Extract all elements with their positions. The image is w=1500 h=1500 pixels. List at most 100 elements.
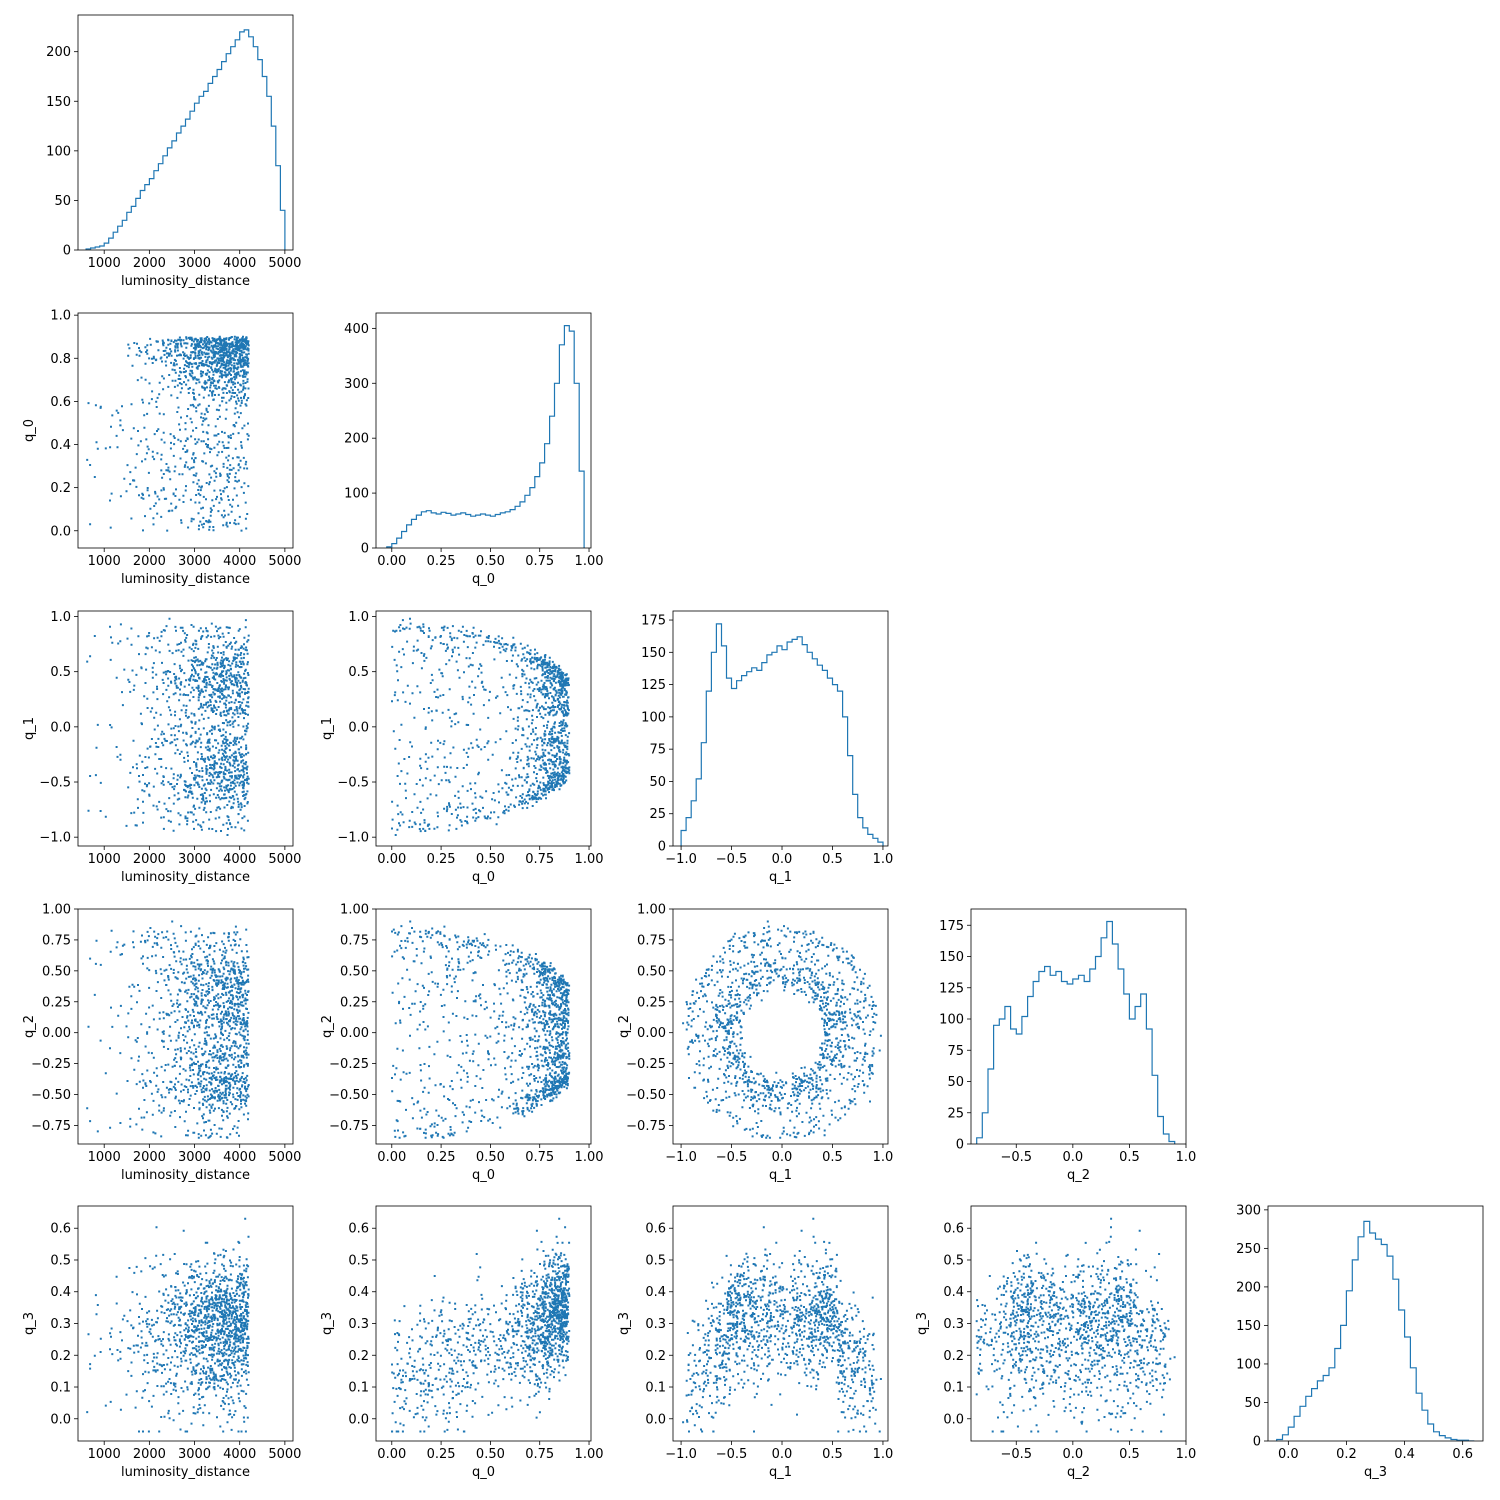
- x-tick-label: 0.0: [772, 1447, 793, 1462]
- x-tick-label: 1.0: [1176, 1447, 1197, 1462]
- scatter-point-cloud: [391, 617, 571, 836]
- x-tick-label: 0.0: [772, 852, 793, 867]
- y-axis-label: q_2: [22, 1015, 37, 1038]
- x-tick-label: 1.00: [575, 1150, 604, 1165]
- y-tick-label: 100: [1236, 1357, 1261, 1372]
- y-tick-label: 0.2: [348, 1349, 369, 1364]
- x-tick-label: 0.50: [476, 1150, 505, 1165]
- y-tick-label: 1.0: [348, 610, 369, 625]
- y-tick-label: 50: [947, 1075, 964, 1090]
- axes-frame: [375, 610, 592, 847]
- x-axis-label: q_0: [472, 572, 495, 587]
- scatter-q_3-vs-q_2: −0.5 0.0 0.5 1.0 0.0 0.1 0.2 0.3 0.4 0.5 0.6 q_2 q_3: [915, 1205, 1197, 1480]
- x-tick-label: 1.0: [873, 852, 894, 867]
- x-axis-label: luminosity_distance: [121, 1465, 250, 1480]
- y-tick-label: 0.4: [348, 1285, 369, 1300]
- scatter-point-cloud: [682, 920, 882, 1139]
- y-tick-label: −1.0: [337, 831, 369, 846]
- x-tick-label: 2000: [133, 1447, 166, 1462]
- y-axis-label: q_3: [617, 1312, 632, 1335]
- y-tick-label: 0.6: [943, 1222, 964, 1237]
- y-tick-label: 0.4: [943, 1285, 964, 1300]
- x-tick-label: 1.0: [873, 1447, 894, 1462]
- x-axis-label: luminosity_distance: [121, 572, 250, 587]
- y-tick-label: 25: [649, 807, 666, 822]
- x-tick-label: 4000: [223, 256, 256, 271]
- axes-frame: [77, 312, 294, 549]
- histogram-q_2: −0.5 0.0 0.5 1.0 0 25 50 75 100 125 150 175 q_2: [939, 908, 1196, 1183]
- y-tick-label: 300: [344, 377, 369, 392]
- x-tick-label: 0.75: [525, 554, 554, 569]
- y-tick-label: −0.25: [626, 1057, 666, 1072]
- y-tick-label: 1.00: [637, 903, 666, 918]
- y-tick-label: 75: [947, 1044, 964, 1059]
- y-tick-label: −0.75: [626, 1119, 666, 1134]
- axes-frame: [77, 14, 294, 251]
- y-tick-label: 25: [947, 1106, 964, 1121]
- y-tick-label: −0.5: [337, 776, 369, 791]
- x-tick-label: 0.75: [525, 1150, 554, 1165]
- axes-frame: [375, 312, 592, 549]
- plot-area: [680, 623, 884, 846]
- x-tick-label: 4000: [223, 1150, 256, 1165]
- y-tick-label: 0.50: [340, 964, 369, 979]
- y-tick-label: 0.5: [348, 1253, 369, 1268]
- x-tick-label: 0.0: [1062, 1447, 1083, 1462]
- plot-area: [391, 1217, 571, 1433]
- y-tick-label: 0.3: [348, 1317, 369, 1332]
- y-tick-label: 0.0: [645, 1412, 666, 1427]
- y-tick-label: 0.6: [645, 1222, 666, 1237]
- y-tick-label: 0.25: [637, 995, 666, 1010]
- x-axis-label: q_1: [769, 1168, 792, 1183]
- x-tick-label: −0.5: [1000, 1150, 1032, 1165]
- y-tick-label: 50: [1244, 1396, 1261, 1411]
- y-tick-label: 0.75: [637, 933, 666, 948]
- x-tick-label: 3000: [178, 852, 211, 867]
- x-axis-label: q_3: [1364, 1465, 1387, 1480]
- x-tick-label: 0.25: [427, 1447, 456, 1462]
- histogram-step-line: [1276, 1220, 1475, 1441]
- y-tick-label: 0: [956, 1138, 964, 1153]
- y-tick-label: 0.1: [943, 1381, 964, 1396]
- histogram-q_1: −1.0 −0.5 0.0 0.5 1.0 0 25 50 75 100 125 150 175 q_1: [641, 610, 894, 885]
- x-tick-label: 2000: [133, 554, 166, 569]
- x-tick-label: −1.0: [665, 1150, 697, 1165]
- plot-area: [86, 1217, 250, 1433]
- y-tick-label: 0.3: [943, 1317, 964, 1332]
- x-tick-label: 5000: [268, 1447, 301, 1462]
- x-tick-label: 2000: [133, 1150, 166, 1165]
- x-tick-label: −1.0: [665, 852, 697, 867]
- x-tick-label: 5000: [268, 256, 301, 271]
- y-tick-label: 200: [46, 45, 71, 60]
- y-tick-label: 125: [939, 981, 964, 996]
- y-tick-label: 400: [344, 322, 369, 337]
- y-tick-label: 0.0: [50, 720, 71, 735]
- y-tick-label: −0.50: [31, 1088, 71, 1103]
- scatter-q_0-vs-luminosity_distance: 1000 2000 3000 4000 5000 0.0 0.2 0.4 0.6 0.8 1.0 lu…: [22, 309, 301, 587]
- plot-area: [682, 920, 882, 1139]
- y-tick-label: 100: [939, 1013, 964, 1028]
- y-tick-label: 0.4: [50, 1285, 71, 1300]
- scatter-q_2-vs-luminosity_distance: 1000 2000 3000 4000 5000 −0.75 −0.50 −0.25 0.00 0…: [22, 903, 301, 1184]
- y-tick-label: 0.0: [943, 1412, 964, 1427]
- y-tick-label: −1.0: [39, 831, 71, 846]
- scatter-points: [86, 617, 250, 836]
- x-tick-label: −0.5: [716, 1150, 748, 1165]
- x-tick-label: −0.5: [1000, 1447, 1032, 1462]
- x-tick-label: 0.50: [476, 852, 505, 867]
- x-tick-label: 1000: [88, 1150, 121, 1165]
- y-tick-label: 0.1: [645, 1381, 666, 1396]
- plot-area: [1276, 1220, 1475, 1441]
- y-tick-label: −0.25: [329, 1057, 369, 1072]
- x-tick-label: 0.75: [525, 1447, 554, 1462]
- x-tick-label: 5000: [268, 1150, 301, 1165]
- x-tick-label: 0.6: [1452, 1447, 1473, 1462]
- y-axis-label: q_1: [320, 717, 335, 740]
- x-tick-label: 0.25: [427, 1150, 456, 1165]
- x-axis-label: q_0: [472, 1465, 495, 1480]
- y-tick-label: 0: [1253, 1435, 1261, 1450]
- y-tick-label: 0.50: [42, 964, 71, 979]
- y-tick-label: 0.75: [42, 933, 71, 948]
- plot-area: [386, 325, 585, 548]
